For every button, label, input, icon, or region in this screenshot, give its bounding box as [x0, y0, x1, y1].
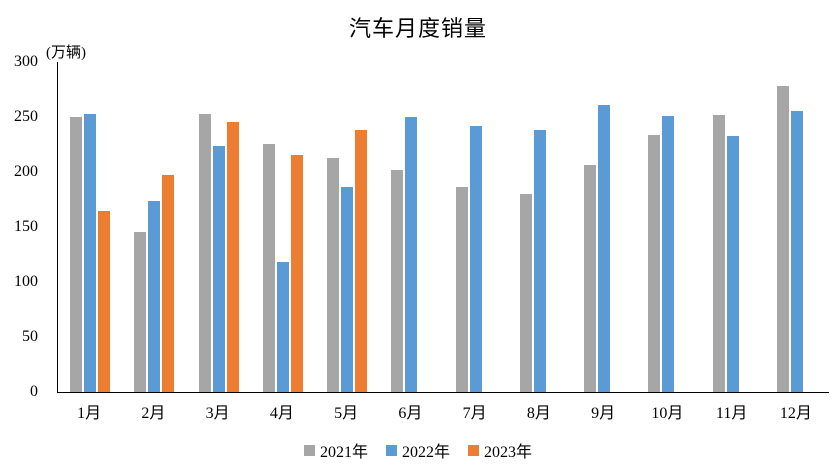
- y-tick-label: 50: [22, 328, 38, 345]
- y-tick-label: 150: [14, 218, 38, 235]
- bar-2022年-4月: [276, 262, 289, 392]
- y-tick-label: 200: [14, 163, 38, 180]
- x-tick-label: 11月: [715, 405, 748, 422]
- y-axis-labels: 0 50 100 150 200 250 300: [0, 53, 38, 400]
- bar-2021年-8月: [519, 194, 532, 392]
- legend-label: 2022年: [401, 444, 450, 461]
- bar-2021年-3月: [198, 114, 211, 392]
- y-axis-unit-label: (万辆): [46, 45, 86, 61]
- bar-2021年-9月: [584, 164, 597, 392]
- bar-2023年-4月: [290, 154, 303, 392]
- bar-2023年-3月: [226, 122, 239, 392]
- bar-2022年-6月: [405, 116, 418, 392]
- bar-2021年-1月: [70, 116, 83, 392]
- bar-group-3月: [187, 62, 251, 392]
- bar-2023年-5月: [355, 129, 368, 392]
- y-tick-label: 250: [14, 108, 38, 125]
- x-tick-label: 7月: [462, 405, 487, 422]
- bar-2021年-7月: [455, 186, 468, 392]
- bar-2022年-10月: [662, 116, 675, 392]
- y-tick-label: 0: [30, 383, 38, 400]
- x-tick-label: 1月: [77, 405, 102, 422]
- y-tick-label: 100: [14, 273, 38, 290]
- bar-2021年-5月: [327, 157, 340, 392]
- legend-color-swatch: [385, 444, 397, 456]
- legend-color-swatch: [468, 444, 479, 456]
- plot-area: [57, 62, 829, 393]
- bar-2023年-1月: [98, 210, 111, 392]
- bar-group-6月: [379, 62, 443, 392]
- legend-label: 2021年: [319, 444, 368, 461]
- bar-2021年-4月: [262, 144, 275, 392]
- legend-item-2023年: 2023年: [468, 438, 532, 462]
- legend-item-2021年: 2021年: [303, 438, 368, 462]
- bar-2023年-2月: [162, 174, 175, 392]
- x-tick-label: 10月: [651, 405, 684, 422]
- legend: 2021年 2022年 2023年: [0, 438, 836, 462]
- bar-2022年-5月: [341, 187, 354, 392]
- bar-group-9月: [572, 62, 636, 392]
- x-tick-label: 6月: [398, 405, 423, 422]
- bar-2022年-9月: [598, 104, 611, 392]
- bar-group-7月: [444, 62, 508, 392]
- legend-color-swatch: [303, 444, 315, 456]
- bar-group-2月: [122, 62, 186, 392]
- bar-group-4月: [251, 62, 315, 392]
- bar-2022年-7月: [469, 125, 482, 392]
- legend-item-2022年: 2022年: [385, 438, 450, 462]
- bar-group-12月: [765, 62, 829, 392]
- x-tick-label: 3月: [205, 405, 230, 422]
- bar-2021年-10月: [648, 135, 661, 392]
- x-tick-label: 4月: [269, 405, 294, 422]
- bar-2022年-8月: [533, 129, 546, 392]
- bar-group-5月: [315, 62, 379, 392]
- bar-group-8月: [508, 62, 572, 392]
- bar-2022年-3月: [212, 146, 225, 392]
- x-tick-label: 2月: [141, 405, 166, 422]
- x-tick-label: 8月: [526, 405, 551, 422]
- bar-2021年-11月: [712, 114, 725, 392]
- x-axis-labels: 1月 2月 3月 4月 5月 6月 7月 8月 9月 10月 11月 12月: [57, 399, 828, 423]
- x-tick-label: 12月: [779, 405, 812, 422]
- bar-group-11月: [701, 62, 765, 392]
- bar-2021年-12月: [776, 85, 789, 392]
- x-tick-label: 9月: [591, 405, 616, 422]
- y-tick-label: 300: [14, 53, 38, 70]
- bar-2022年-2月: [148, 200, 161, 392]
- chart-title: 汽车月度销量: [348, 16, 487, 41]
- bar-2022年-12月: [790, 110, 803, 392]
- bar-2022年-1月: [84, 113, 97, 392]
- bar-group-1月: [58, 62, 122, 392]
- legend-label: 2023年: [484, 444, 533, 461]
- x-tick-label: 5月: [334, 405, 359, 422]
- bar-2021年-2月: [134, 231, 147, 392]
- bar-2021年-6月: [391, 170, 404, 392]
- bar-2022年-11月: [726, 135, 739, 392]
- bar-group-10月: [636, 62, 700, 392]
